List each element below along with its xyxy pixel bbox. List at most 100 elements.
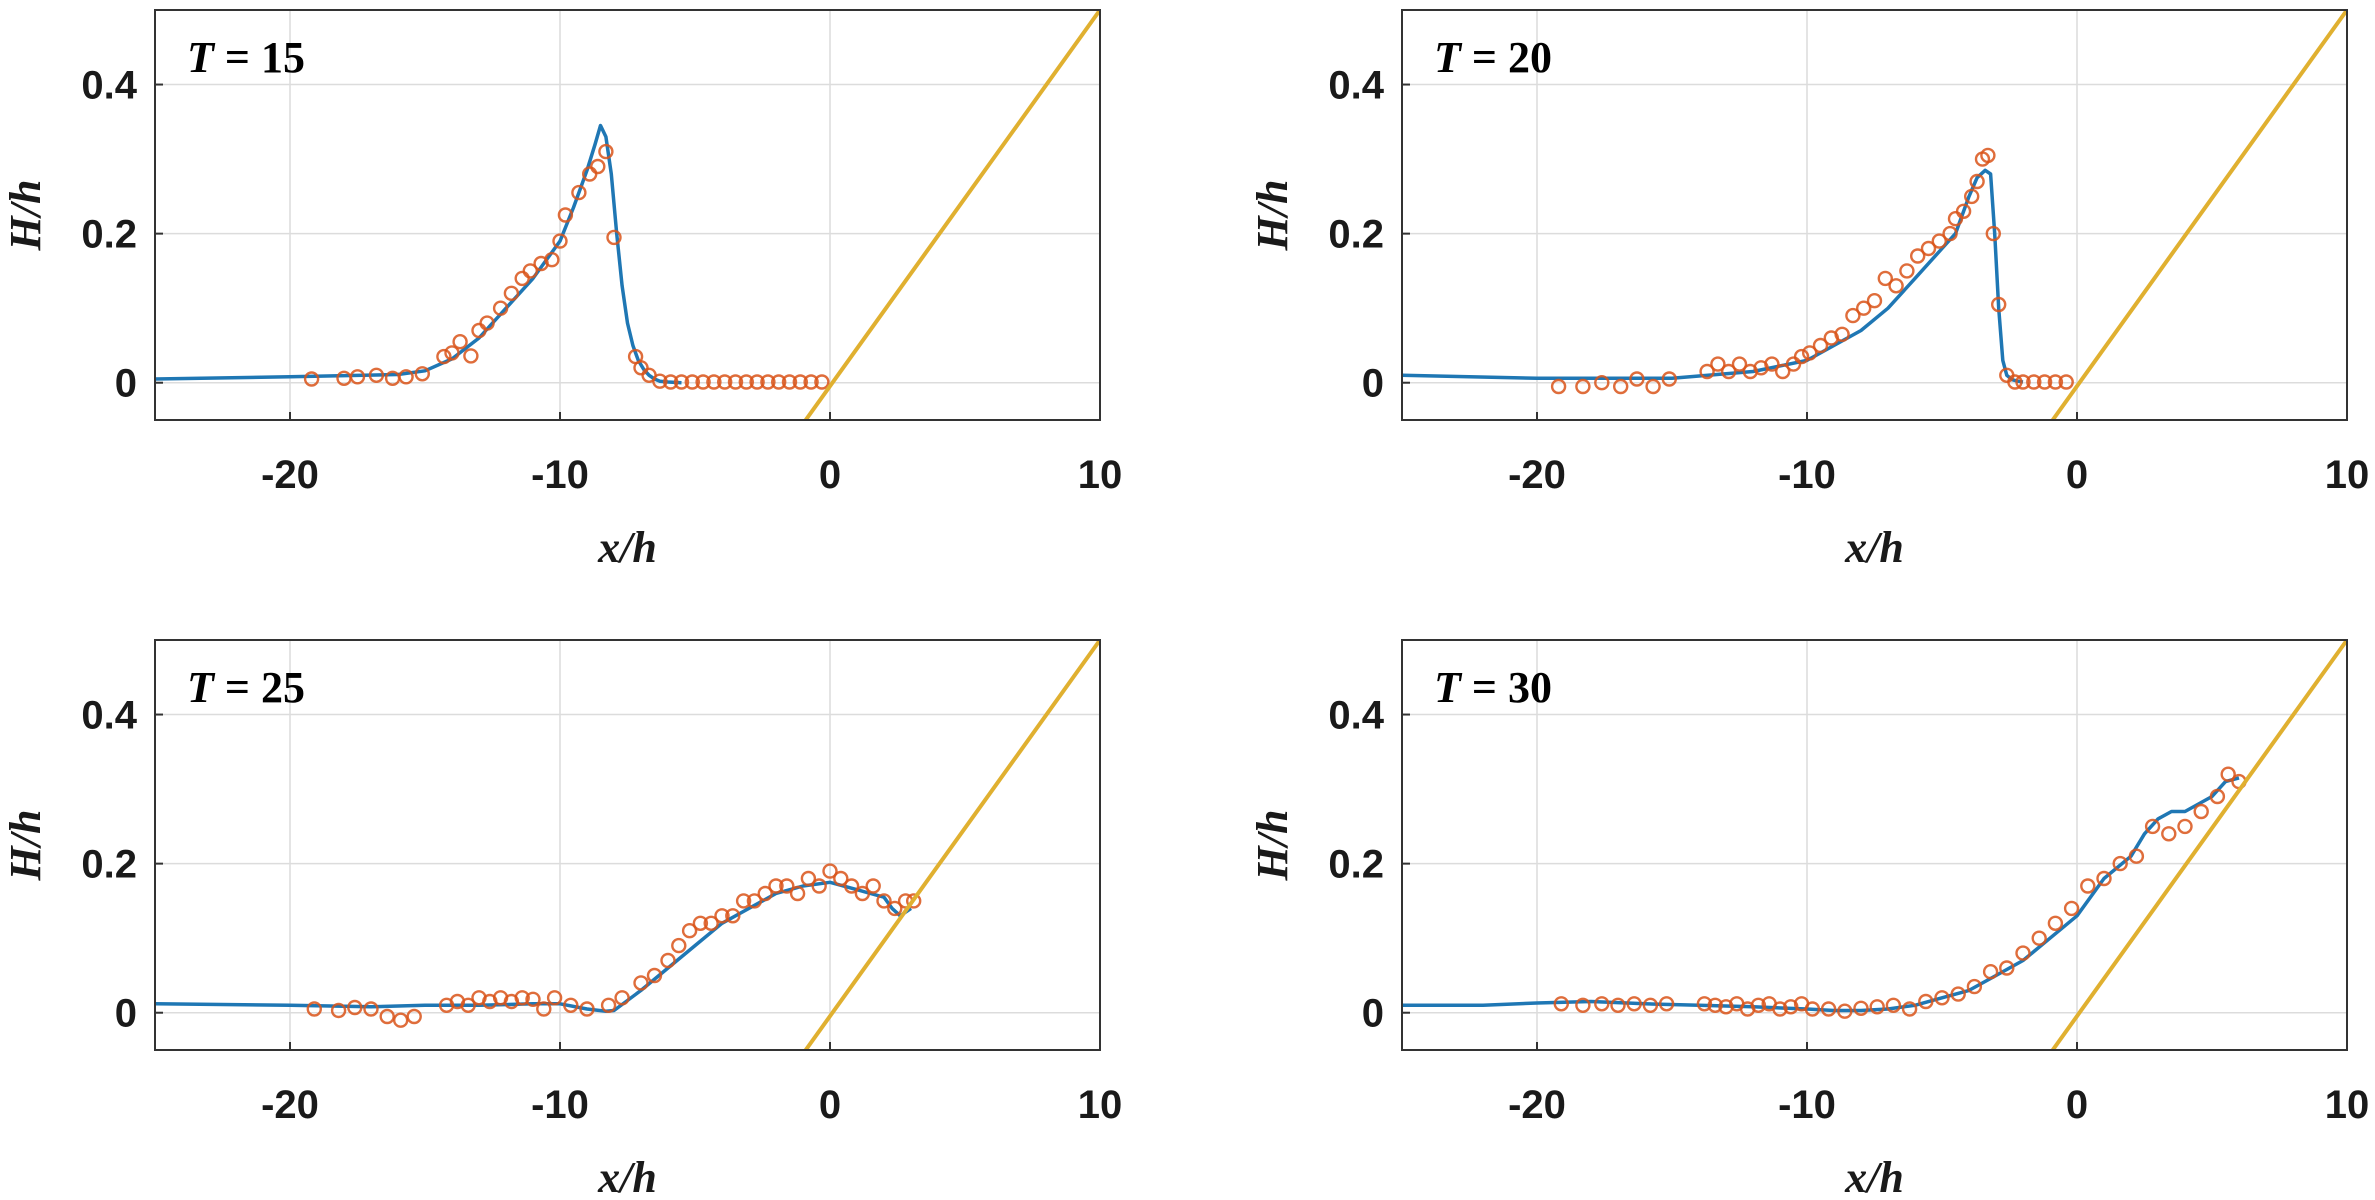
data-point	[671, 937, 687, 954]
data-point	[552, 233, 568, 249]
data-point	[479, 315, 495, 331]
data-point	[1594, 996, 1610, 1012]
data-point	[1658, 996, 1675, 1012]
data-point	[1963, 188, 1980, 205]
y-tick-label: 0.4	[81, 694, 137, 738]
data-point	[522, 263, 538, 279]
data-point	[2015, 945, 2031, 961]
data-point	[1699, 363, 1715, 380]
beach-slope-line	[804, 640, 1100, 1050]
data-point	[811, 878, 827, 894]
data-point	[681, 923, 698, 939]
panel-title-var: T	[1434, 33, 1463, 82]
panel-title: T = 25	[187, 663, 305, 712]
panel-title-value: = 25	[214, 663, 305, 712]
data-point	[1950, 986, 1966, 1002]
data-point	[1985, 225, 2002, 242]
chart-panel-4: -20 -10 0 10 0 0.2 0.4 x/h H/h T = 30	[1248, 639, 2369, 1200]
y-tick-label: 0.2	[81, 843, 137, 887]
data-point	[695, 374, 711, 390]
data-point	[1750, 997, 1767, 1013]
data-point	[738, 374, 754, 390]
data-point	[1990, 296, 2007, 313]
data-point	[692, 915, 709, 931]
data-point	[1550, 378, 1567, 395]
x-tick-label: 10	[1078, 1083, 1123, 1127]
y-axis-label: H/h	[1248, 810, 1297, 882]
data-point	[1575, 378, 1591, 395]
axes-box	[154, 639, 1101, 1051]
x-tick-label: -10	[531, 1083, 589, 1127]
x-tick-label: 10	[2325, 453, 2370, 497]
data-point	[525, 991, 541, 1007]
data-point	[330, 1002, 347, 1019]
data-point	[792, 374, 808, 390]
chart-panel-2: -20 -10 0 10 0 0.2 0.4 x/h H/h T = 20	[1248, 9, 2370, 572]
data-point	[544, 252, 560, 268]
model-line	[155, 123, 682, 385]
panel-title-value: = 15	[214, 33, 305, 82]
y-tick-label: 0.2	[81, 213, 137, 257]
data-point	[503, 285, 520, 301]
y-tick-label: 0.2	[1328, 843, 1384, 887]
data-point	[452, 334, 468, 350]
data-point	[1955, 203, 1972, 220]
x-axis-label: x/h	[597, 523, 657, 572]
beach-slope-line	[2051, 640, 2347, 1050]
plot-area	[1402, 640, 2347, 1050]
data-point	[1772, 1001, 1788, 1017]
data-point	[714, 908, 730, 924]
x-axis-label: x/h	[597, 1153, 657, 1200]
x-tick-label: -20	[1508, 1083, 1566, 1127]
panel-title: T = 30	[1434, 663, 1552, 712]
data-point	[563, 997, 579, 1013]
data-point	[2015, 374, 2031, 390]
data-point	[1888, 278, 1904, 294]
data-point	[492, 300, 509, 316]
data-point	[349, 369, 366, 385]
x-tick-label: 0	[819, 1083, 841, 1127]
data-point	[2058, 374, 2074, 390]
data-point	[633, 975, 649, 991]
data-point	[706, 374, 722, 390]
y-tick-label: 0	[1362, 992, 1384, 1036]
data-point	[614, 990, 630, 1006]
data-point	[1575, 997, 1591, 1013]
data-point	[1783, 999, 1799, 1015]
data-point	[2036, 374, 2053, 390]
data-point	[1610, 997, 1626, 1013]
data-point	[514, 990, 530, 1006]
data-point	[1918, 993, 1934, 1010]
axes-box	[1401, 9, 2348, 421]
data-point	[347, 999, 363, 1016]
data-point	[854, 885, 871, 902]
data-point	[789, 885, 806, 902]
data-point	[646, 967, 663, 984]
data-point	[1801, 345, 1818, 361]
data-point	[368, 367, 385, 383]
panel-title-var: T	[187, 663, 216, 712]
data-point	[2128, 848, 2145, 864]
data-point	[1845, 307, 1861, 324]
data-point	[414, 366, 430, 382]
data-point	[460, 997, 476, 1013]
data-point	[2209, 788, 2226, 805]
data-point	[1980, 147, 1996, 164]
data-point	[1834, 326, 1850, 342]
y-tick-label: 0.4	[81, 64, 137, 108]
data-point	[1764, 356, 1780, 372]
data-point	[536, 1001, 552, 1017]
data-point	[2047, 374, 2064, 390]
axes-box	[1401, 639, 2348, 1051]
data-point	[1812, 337, 1829, 354]
data-point	[579, 1001, 595, 1017]
data-point	[1774, 363, 1791, 380]
data-point	[557, 207, 574, 223]
data-point	[303, 371, 320, 387]
y-axis-label: H/h	[1248, 180, 1297, 252]
data-point	[306, 1001, 322, 1017]
data-point	[2177, 818, 2193, 835]
x-tick-label: -20	[1508, 453, 1566, 497]
x-tick-label: 0	[819, 453, 841, 497]
data-point	[887, 900, 903, 917]
